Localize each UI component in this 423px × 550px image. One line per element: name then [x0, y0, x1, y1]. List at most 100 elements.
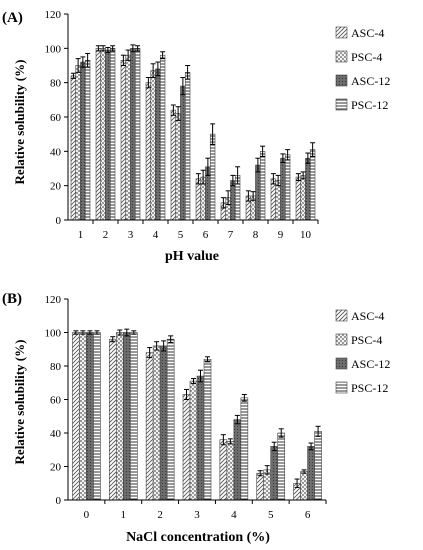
bar — [134, 48, 141, 221]
error-bars — [73, 328, 321, 488]
axes — [67, 14, 318, 221]
legend-label: ASC-4 — [351, 309, 384, 323]
bar — [175, 113, 181, 221]
bar — [270, 178, 277, 221]
legend-label: ASC-4 — [351, 26, 384, 40]
y-tick-label: 120 — [45, 294, 62, 306]
x-tick-label: 8 — [253, 229, 259, 241]
y-axis-label: Relative solubility (%) — [12, 60, 27, 185]
legend-swatch — [335, 333, 348, 346]
x-tick-label: 0 — [84, 509, 90, 521]
axes — [67, 299, 326, 501]
y-tick-label: 20 — [50, 181, 62, 193]
legend-swatch — [335, 357, 348, 370]
bar — [280, 157, 286, 221]
bar — [79, 332, 87, 501]
bar — [84, 60, 91, 221]
bar — [309, 149, 316, 221]
bar — [159, 345, 168, 501]
bar — [170, 109, 177, 221]
bar — [129, 332, 138, 501]
bar — [122, 332, 131, 501]
bar — [184, 72, 191, 221]
legend-label: PSC-12 — [351, 98, 388, 112]
bars — [70, 48, 316, 221]
bar — [125, 54, 131, 221]
legend-label: PSC-4 — [351, 333, 382, 347]
y-tick-label: 100 — [45, 328, 62, 340]
bar — [226, 441, 235, 501]
y-tick-label: 100 — [45, 43, 62, 55]
error-bars — [70, 44, 316, 209]
x-tick-label: 7 — [228, 229, 234, 241]
bar — [195, 178, 202, 221]
bar — [109, 48, 116, 221]
y-tick-label: 60 — [50, 395, 62, 407]
legend: ASC-4 PSC-4 ASC-12 PSC-12 — [335, 309, 390, 395]
bar — [240, 397, 249, 501]
y-ticks: 0 20 40 60 80 100 120 — [45, 9, 68, 227]
legend-label: ASC-12 — [351, 357, 390, 371]
x-tick-label: 9 — [278, 229, 284, 241]
bar — [120, 60, 127, 221]
bar — [70, 75, 77, 221]
bar — [145, 352, 154, 501]
bar — [189, 380, 198, 501]
bar — [255, 164, 261, 221]
x-ticks: 0 1 2 3 4 5 6 — [84, 500, 327, 521]
y-tick-label: 20 — [50, 462, 62, 474]
bar — [75, 65, 81, 221]
panel-label: (A) — [2, 10, 23, 26]
bar — [284, 154, 291, 221]
x-tick-label: 6 — [203, 229, 209, 241]
legend-label: ASC-12 — [351, 74, 390, 88]
legend-swatch — [335, 74, 348, 87]
bar — [275, 180, 281, 221]
x-tick-label: 4 — [231, 509, 237, 521]
bar — [305, 157, 311, 221]
y-tick-label: 40 — [50, 428, 62, 440]
bar — [277, 432, 286, 501]
x-tick-label: 6 — [305, 509, 311, 521]
bar — [80, 61, 86, 221]
bar — [203, 358, 212, 501]
legend-label: PSC-12 — [351, 381, 388, 395]
bar — [300, 175, 306, 221]
x-tick-label: 3 — [128, 229, 134, 241]
legend: ASC-4 PSC-4 ASC-12 PSC-12 — [335, 26, 390, 112]
bar — [230, 180, 236, 221]
bar — [95, 48, 102, 221]
y-axis-label: Relative solubility (%) — [12, 340, 27, 465]
x-axis-label: NaCl concentration (%) — [126, 530, 270, 545]
bar — [152, 345, 161, 501]
bar — [270, 446, 279, 501]
bar — [166, 338, 175, 501]
x-axis-label: pH value — [165, 249, 219, 264]
x-tick-label: 1 — [121, 509, 127, 521]
y-tick-label: 0 — [56, 215, 62, 227]
bar — [72, 332, 80, 501]
x-tick-label: 1 — [78, 229, 84, 241]
chart-panel-b: (B) Relative solubility (%) NaCl concent… — [2, 291, 390, 545]
bar — [159, 54, 166, 221]
bar — [150, 70, 156, 221]
bar — [93, 332, 101, 501]
bar — [130, 48, 136, 221]
x-tick-label: 2 — [157, 509, 163, 521]
x-ticks: 1 2 3 4 5 6 7 8 9 10 — [78, 220, 319, 241]
bar — [155, 68, 161, 221]
legend-swatch — [335, 26, 348, 39]
x-tick-label: 5 — [268, 509, 274, 521]
bars — [72, 332, 322, 501]
y-ticks: 0 20 40 60 80 100 120 — [45, 294, 68, 507]
bar — [108, 338, 117, 501]
x-tick-label: 3 — [194, 509, 200, 521]
chart-panel-a: (A) Relative solubility (%) pH value 0 20… — [2, 9, 390, 264]
x-tick-label: 10 — [300, 229, 312, 241]
bar — [105, 49, 111, 221]
y-tick-label: 60 — [50, 112, 62, 124]
x-tick-label: 4 — [153, 229, 159, 241]
legend-swatch — [335, 381, 348, 394]
x-tick-label: 5 — [178, 229, 184, 241]
